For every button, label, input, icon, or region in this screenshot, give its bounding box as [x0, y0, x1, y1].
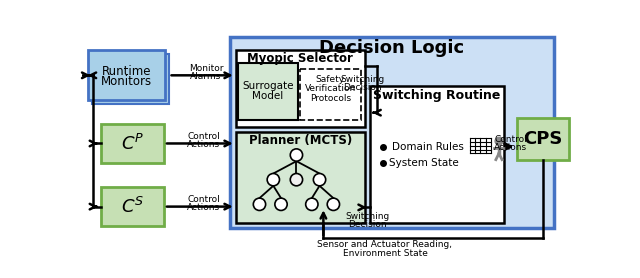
Text: Monitors: Monitors: [100, 75, 152, 88]
Circle shape: [291, 149, 303, 161]
Bar: [101, 124, 164, 163]
Text: Protocols: Protocols: [310, 93, 351, 103]
Text: Surrogate: Surrogate: [242, 81, 294, 91]
Text: System State: System State: [389, 158, 459, 168]
Text: Environment State: Environment State: [342, 249, 428, 258]
Circle shape: [275, 198, 287, 210]
Circle shape: [253, 198, 266, 210]
Circle shape: [327, 198, 340, 210]
Text: Decision: Decision: [343, 83, 382, 92]
Bar: [236, 132, 365, 223]
Text: Control: Control: [188, 132, 220, 141]
Text: Monitor: Monitor: [189, 64, 223, 73]
Text: Decision: Decision: [348, 220, 387, 229]
Text: Decision Logic: Decision Logic: [319, 39, 465, 57]
Text: Verification: Verification: [305, 84, 356, 93]
Text: Runtime: Runtime: [102, 65, 151, 78]
Circle shape: [291, 173, 303, 186]
Circle shape: [314, 173, 326, 186]
Text: Model: Model: [252, 91, 284, 101]
Text: Switching: Switching: [345, 212, 389, 221]
Bar: [516, 118, 569, 160]
Text: Alarms: Alarms: [190, 72, 221, 81]
Text: $C^S$: $C^S$: [121, 197, 144, 217]
Text: Switching: Switching: [340, 75, 385, 84]
Text: Actions: Actions: [187, 140, 220, 149]
Circle shape: [495, 137, 503, 145]
Text: Switching Routine: Switching Routine: [373, 89, 500, 102]
Bar: [236, 50, 365, 127]
Text: Domain Rules: Domain Rules: [392, 142, 464, 152]
Text: Sensor and Actuator Reading,: Sensor and Actuator Reading,: [317, 240, 452, 249]
Bar: [300, 69, 361, 120]
Bar: [238, 63, 298, 120]
Text: Safety: Safety: [316, 75, 345, 84]
Text: $C^P$: $C^P$: [121, 133, 144, 153]
Bar: [92, 54, 168, 104]
Bar: [101, 187, 164, 226]
Text: CPS: CPS: [523, 130, 563, 148]
Text: Myopic Selector: Myopic Selector: [247, 52, 353, 65]
Circle shape: [306, 198, 318, 210]
Text: Actions: Actions: [187, 203, 220, 212]
Bar: [88, 50, 164, 100]
Bar: [369, 86, 504, 223]
Text: Planner (MCTS): Planner (MCTS): [249, 134, 352, 147]
Text: Control: Control: [494, 135, 527, 144]
Bar: [230, 37, 554, 228]
Circle shape: [267, 173, 280, 186]
Text: Control: Control: [188, 195, 220, 204]
Text: Actions: Actions: [494, 143, 527, 152]
